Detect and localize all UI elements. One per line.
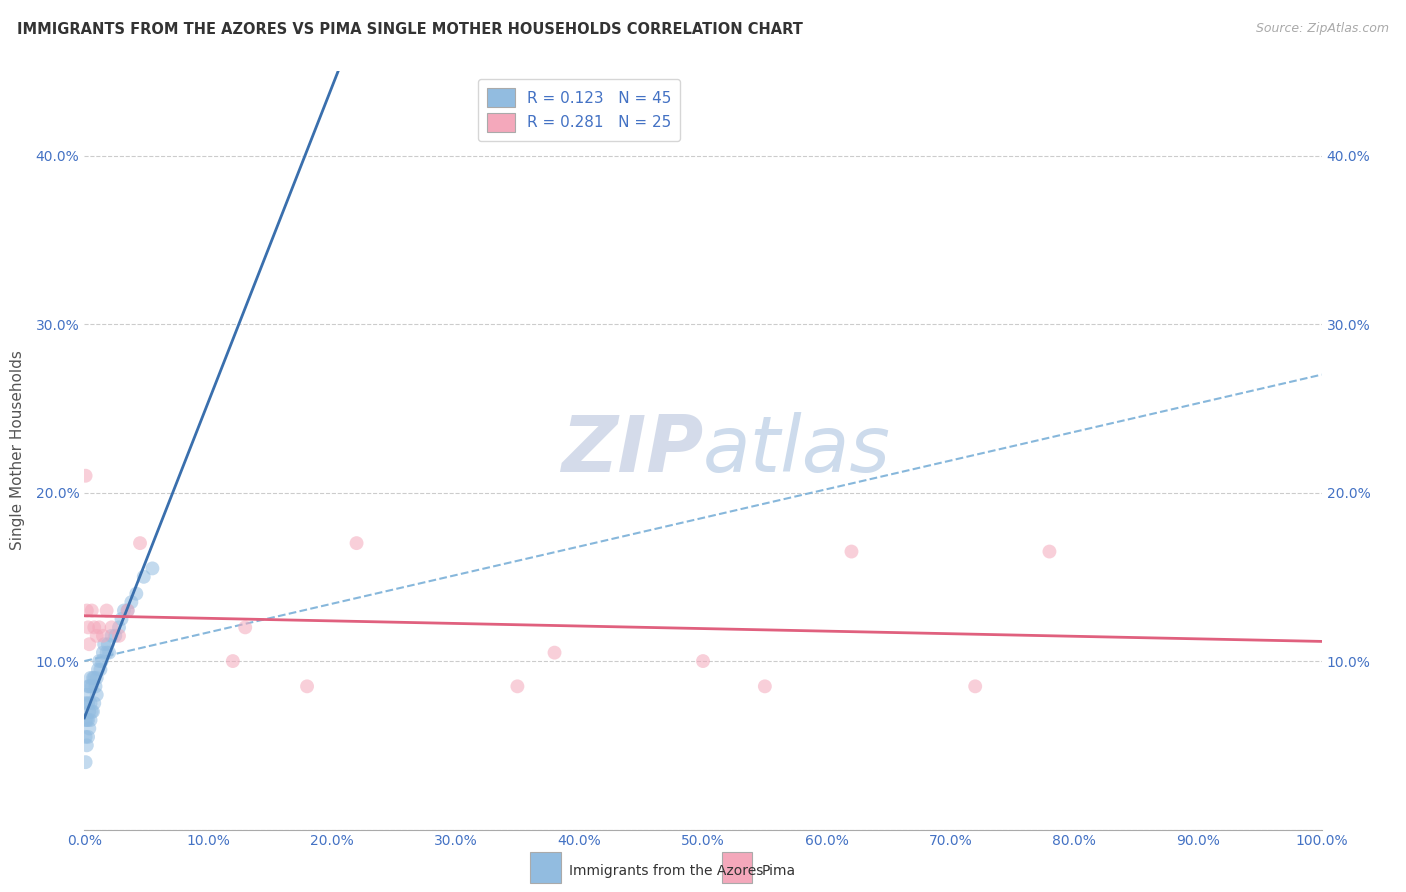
Point (86, 688, 108, 702)
Point (86, 671, 108, 685)
Point (89, 620, 111, 634)
Point (83, 620, 105, 634)
Point (77, 620, 100, 634)
Text: ZIP: ZIP (561, 412, 703, 489)
Point (1038, 544, 1060, 558)
Point (76, 603, 98, 617)
Point (76, 713, 98, 727)
Point (80, 679, 103, 693)
Point (80, 603, 103, 617)
Point (91, 646, 114, 660)
Point (98, 646, 121, 660)
Point (75, 468, 97, 483)
Point (222, 654, 245, 668)
Point (100, 620, 122, 634)
Point (75, 755, 97, 769)
Point (75, 713, 97, 727)
Point (86, 629, 108, 643)
Bar (721, 853, 752, 883)
Point (77, 679, 100, 693)
Text: Source: ZipAtlas.com: Source: ZipAtlas.com (1256, 22, 1389, 36)
Point (141, 561, 163, 575)
Text: Pima: Pima (761, 864, 796, 879)
Point (96, 603, 118, 617)
Point (89, 654, 111, 668)
Point (117, 603, 139, 617)
Point (129, 536, 152, 550)
Point (77, 730, 100, 744)
Legend: R = 0.123   N = 45, R = 0.281   N = 25: R = 0.123 N = 45, R = 0.281 N = 25 (478, 79, 681, 141)
Point (125, 587, 148, 601)
Point (79, 705, 101, 719)
Point (132, 570, 155, 584)
Point (87, 663, 110, 677)
Point (91, 629, 114, 643)
Point (84, 679, 107, 693)
Text: atlas: atlas (703, 412, 891, 489)
Point (82, 705, 104, 719)
Point (76, 688, 98, 702)
Point (77, 713, 100, 727)
Point (965, 679, 987, 693)
Bar (530, 853, 561, 883)
Point (110, 612, 132, 626)
Point (754, 679, 776, 693)
Point (108, 620, 131, 634)
Point (83, 696, 105, 710)
Point (346, 536, 368, 550)
Point (83, 671, 105, 685)
Point (97, 637, 120, 651)
Point (96, 646, 118, 660)
Point (79, 671, 101, 685)
Point (117, 603, 139, 617)
Point (90, 654, 112, 668)
Point (120, 595, 142, 609)
Point (79, 713, 101, 727)
Point (233, 620, 256, 634)
Point (100, 629, 122, 643)
Text: IMMIGRANTS FROM THE AZORES VS PIMA SINGLE MOTHER HOUSEHOLDS CORRELATION CHART: IMMIGRANTS FROM THE AZORES VS PIMA SINGL… (17, 22, 803, 37)
Y-axis label: Single Mother Households: Single Mother Households (10, 351, 24, 550)
Point (76, 739, 98, 753)
Point (104, 629, 127, 643)
Point (77, 696, 100, 710)
Point (506, 679, 529, 693)
Point (692, 654, 714, 668)
Point (79, 679, 101, 693)
Point (295, 679, 318, 693)
Point (93, 637, 115, 651)
Point (89, 663, 111, 677)
Point (79, 722, 101, 736)
Point (543, 646, 565, 660)
Point (841, 544, 863, 558)
Point (75, 730, 97, 744)
Text: Immigrants from the Azores: Immigrants from the Azores (569, 864, 763, 879)
Point (79, 637, 101, 651)
Point (79, 696, 101, 710)
Point (108, 629, 131, 643)
Point (75, 696, 97, 710)
Point (112, 603, 135, 617)
Point (82, 671, 104, 685)
Point (80, 705, 103, 719)
